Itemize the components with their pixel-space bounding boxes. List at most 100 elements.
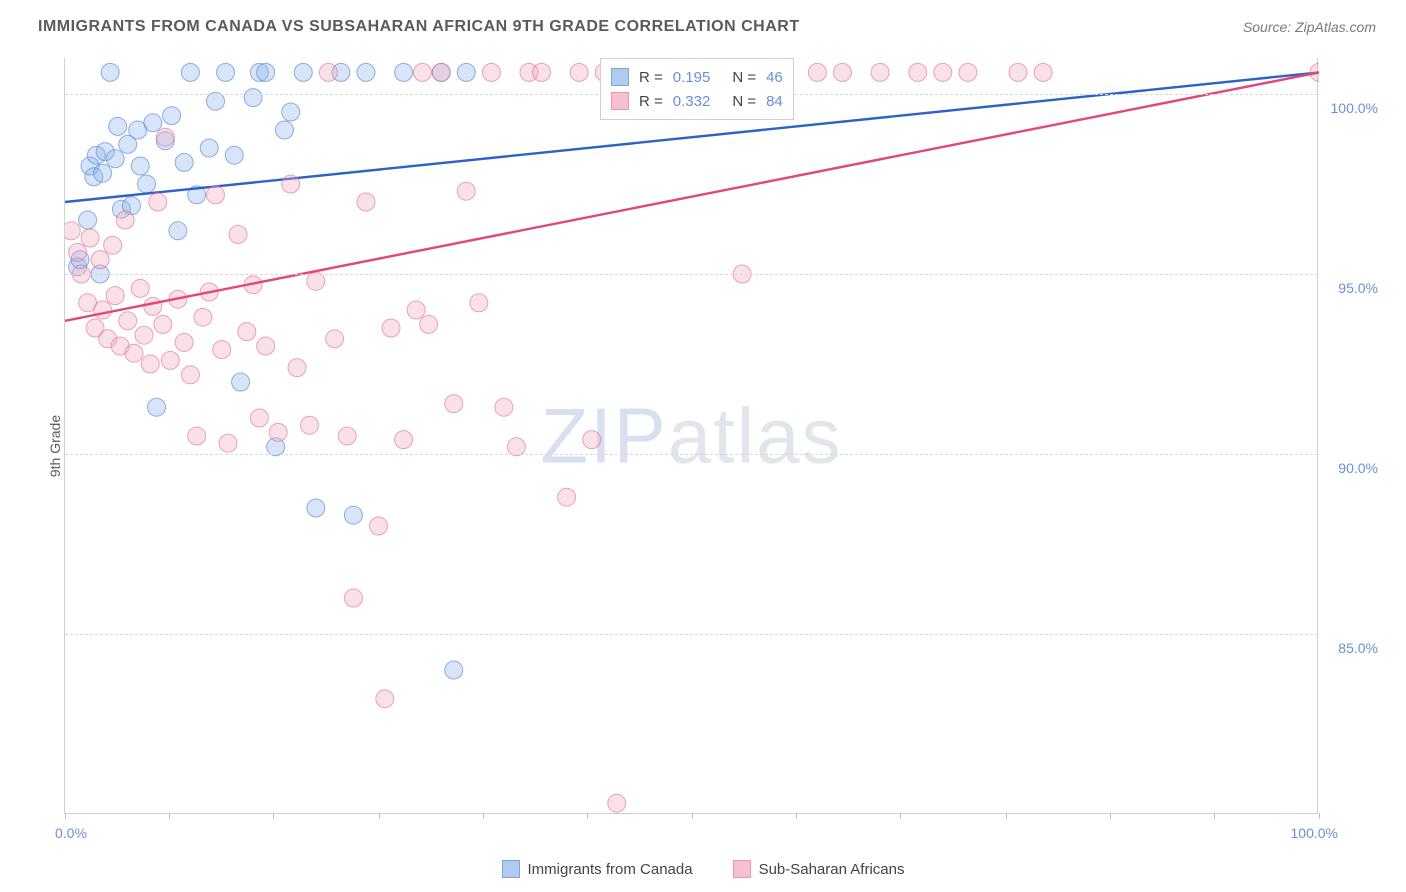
data-point [344,506,362,524]
data-point [175,153,193,171]
data-point [570,63,588,81]
stats-legend-row: R =0.332N =84 [611,89,783,113]
data-point [148,398,166,416]
ytick-label: 85.0% [1338,640,1378,656]
data-point [282,103,300,121]
xtick [587,813,588,819]
plot-area: ZIPatlas 85.0%90.0%95.0%100.0%0.0%100.0% [64,58,1318,814]
data-point [395,63,413,81]
xtick [65,813,66,819]
data-point [495,398,513,416]
xtick [273,813,274,819]
bottom-legend: Immigrants from Canada Sub-Saharan Afric… [0,860,1406,878]
data-point [445,395,463,413]
data-point [194,308,212,326]
data-point [91,251,109,269]
chart-title: IMMIGRANTS FROM CANADA VS SUBSAHARAN AFR… [38,18,800,36]
data-point [181,366,199,384]
r-value: 0.195 [673,69,711,86]
data-point [156,128,174,146]
xtick [1110,813,1111,819]
xtick [1319,813,1320,819]
data-point [94,301,112,319]
data-point [175,333,193,351]
data-point [238,323,256,341]
xtick [900,813,901,819]
data-point [250,409,268,427]
data-point [213,341,231,359]
data-point [94,164,112,182]
xtick [1006,813,1007,819]
scatter-chart [65,58,1319,814]
data-point [181,63,199,81]
data-point [131,279,149,297]
data-point [135,326,153,344]
xlabel-right: 100.0% [1291,825,1338,841]
data-point [163,107,181,125]
xtick [483,813,484,819]
gridline [65,454,1318,455]
xtick [692,813,693,819]
data-point [69,243,87,261]
data-point [326,330,344,348]
data-point [188,427,206,445]
stats-legend-row: R = 0.195 N = 46 [611,65,783,89]
data-point [395,431,413,449]
gridline [65,274,1318,275]
data-point [106,150,124,168]
data-point [432,63,450,81]
data-point [445,661,463,679]
data-point [376,690,394,708]
n-value: 46 [766,69,783,86]
data-point [149,193,167,211]
data-point [407,301,425,319]
data-point [482,63,500,81]
data-point [161,351,179,369]
data-point [533,63,551,81]
data-point [141,355,159,373]
data-point [871,63,889,81]
data-point [116,211,134,229]
data-point [229,225,247,243]
ytick-label: 90.0% [1338,460,1378,476]
source-label: Source: ZipAtlas.com [1243,19,1376,35]
data-point [119,312,137,330]
xtick [379,813,380,819]
data-point [420,315,438,333]
data-point [457,63,475,81]
legend-item-canada: Immigrants from Canada [502,860,693,878]
data-point [344,589,362,607]
data-point [217,63,235,81]
data-point [244,89,262,107]
xtick [796,813,797,819]
ytick-label: 100.0% [1331,100,1378,116]
data-point [338,427,356,445]
data-point [101,63,119,81]
data-point [144,114,162,132]
data-point [1009,63,1027,81]
data-point [225,146,243,164]
data-point [288,359,306,377]
data-point [206,186,224,204]
ytick-label: 95.0% [1338,280,1378,296]
data-point [131,157,149,175]
data-point [319,63,337,81]
data-point [413,63,431,81]
data-point [370,517,388,535]
data-point [382,319,400,337]
n-label: N = [732,69,756,86]
data-point [457,182,475,200]
data-point [81,229,99,247]
data-point [79,211,97,229]
y-axis-label: 9th Grade [47,415,63,477]
data-point [1034,63,1052,81]
data-point [200,139,218,157]
n-value: 84 [766,93,783,110]
data-point [307,499,325,517]
data-point [169,222,187,240]
data-point [301,416,319,434]
data-point [959,63,977,81]
r-label: R = [639,69,663,86]
data-point [833,63,851,81]
legend-label-canada: Immigrants from Canada [528,861,693,878]
